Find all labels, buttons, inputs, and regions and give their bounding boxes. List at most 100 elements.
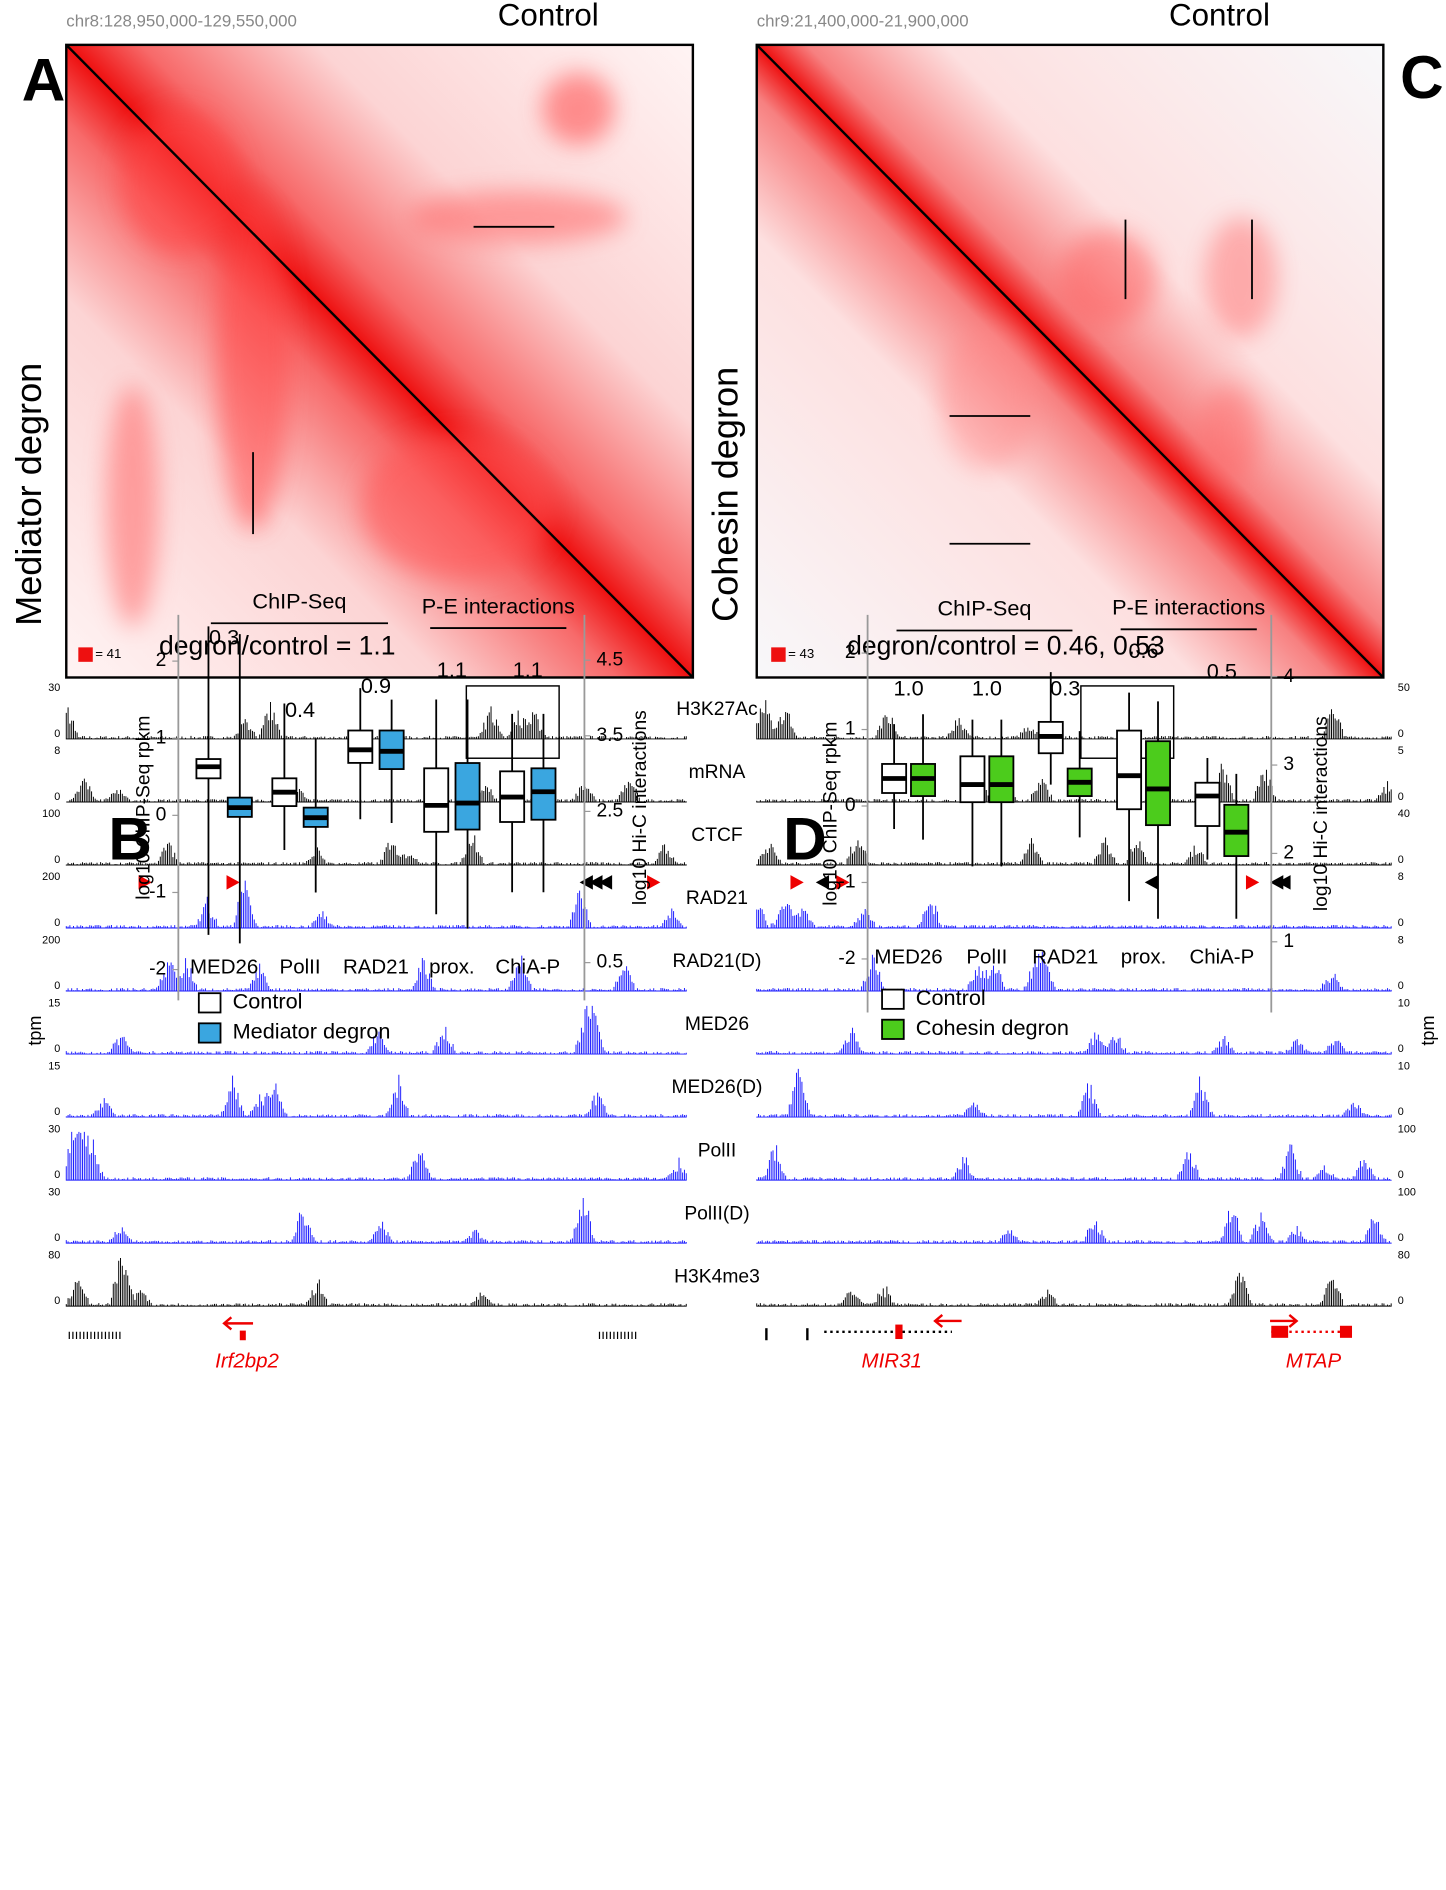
legend-label: Cohesin degron	[916, 1015, 1069, 1040]
track-name: MED26	[685, 1014, 749, 1035]
x-tick-label: RAD21	[343, 955, 409, 978]
track-tick: 0	[54, 728, 60, 740]
y-tick-label: 2	[156, 650, 167, 671]
track-tick: 0	[1398, 854, 1404, 866]
track-tick: 30	[48, 1123, 60, 1135]
track-tick: 10	[1398, 1060, 1410, 1072]
ratio-label: degron/control = 0.46, 0.53	[847, 630, 1164, 660]
group-label: ChIP-Seq	[252, 589, 346, 614]
track-tick: 0	[54, 1169, 60, 1181]
track-tick: 0	[1398, 791, 1404, 803]
legend-label: Control	[233, 989, 303, 1014]
track-signal	[756, 904, 1392, 929]
track-tick: 0	[54, 1043, 60, 1055]
track-tick: 0	[1398, 1295, 1404, 1307]
box	[347, 729, 374, 764]
y-axis-title: log10 ChIP-Seq rpkm	[821, 722, 842, 906]
track-signal	[65, 1074, 687, 1118]
track-signal	[756, 1144, 1392, 1181]
x-tick-label: MED26	[874, 946, 942, 969]
track-tick: 8	[1398, 871, 1404, 883]
x-tick-label: prox.	[429, 955, 475, 978]
track-signal	[66, 778, 687, 803]
condition-label: Control	[498, 0, 599, 32]
track-tick: 100	[42, 808, 60, 820]
y2-tick-label: 2	[1283, 843, 1294, 864]
track-tick: 0	[54, 1106, 60, 1118]
track-signal	[756, 951, 1392, 992]
track-tick: 0	[1398, 1043, 1404, 1055]
track-tick: 80	[1398, 1249, 1410, 1261]
track-tick: 0	[54, 1232, 60, 1244]
track-tick: 200	[42, 871, 60, 883]
track-tick: 50	[1398, 682, 1410, 694]
annotation: 0.3	[209, 625, 239, 650]
y2-tick-label: 3.5	[596, 725, 623, 746]
track-name: RAD21(D)	[673, 951, 762, 972]
track-tick: 200	[42, 934, 60, 946]
track-decor	[68, 685, 1354, 1341]
track-tick: 80	[48, 1249, 60, 1261]
heatmap-a	[65, 43, 695, 679]
group-label: P-E interactions	[422, 593, 575, 618]
track-tick: 0	[1398, 1106, 1404, 1118]
region-label: chr9:21,400,000-21,900,000	[757, 11, 969, 30]
heatmap-c	[755, 43, 1385, 679]
annotation: 0.6	[1128, 638, 1158, 663]
track-signal	[65, 701, 687, 740]
annotation: 0.9	[361, 673, 391, 698]
x-tick-label: MED26	[190, 955, 258, 978]
box	[959, 755, 986, 804]
y-tick-label: 1	[156, 727, 167, 748]
x-tick-label: ChiA-P	[495, 955, 560, 978]
track-signal	[756, 763, 1392, 803]
gene-label: Irf2bp2	[215, 1349, 279, 1372]
track-name: PolII(D)	[684, 1203, 749, 1224]
annotation: 1.1	[437, 657, 467, 682]
track-tick: 0	[1398, 1169, 1404, 1181]
track-unit: tpm	[25, 1015, 45, 1045]
track-tick: 40	[1398, 808, 1410, 820]
track-tick: 30	[48, 1186, 60, 1198]
y2-axis-title: log10 Hi-C interactions	[630, 710, 651, 905]
track-name: RAD21	[686, 888, 748, 909]
track-tick: 0	[54, 980, 60, 992]
side-label: Mediator degron	[8, 363, 49, 626]
track-signal	[65, 1005, 687, 1055]
legend-label: Control	[916, 985, 986, 1010]
y-tick-label: -1	[838, 872, 855, 893]
gene-label: MIR31	[862, 1349, 922, 1372]
scale-label: = 41	[95, 646, 121, 661]
legend-swatch	[881, 988, 905, 1010]
region-label: chr8:128,950,000-129,550,000	[66, 11, 297, 30]
legend-swatch	[881, 1018, 905, 1040]
y2-tick-label: 3	[1283, 754, 1294, 775]
y2-axis-title: log10 Hi-C interactions	[1311, 716, 1332, 911]
x-tick-label: ChiA-P	[1189, 946, 1254, 969]
track-tick: 0	[1398, 1232, 1404, 1244]
track-signal	[756, 1068, 1392, 1118]
side-label: Cohesin degron	[704, 367, 745, 622]
y2-tick-label: 4	[1283, 666, 1294, 687]
track-signal	[65, 1257, 687, 1307]
legend-swatch	[197, 992, 222, 1014]
y-axis-title: log10 ChIP-Seq rpkm	[134, 716, 155, 900]
y-tick-label: -2	[838, 948, 855, 969]
track-tick: 0	[1398, 917, 1404, 929]
track-tick: 30	[48, 682, 60, 694]
track-tick: 8	[54, 745, 60, 757]
track-tick: 10	[1398, 997, 1410, 1009]
panel-letter: B	[108, 805, 152, 873]
y2-tick-label: 4.5	[596, 649, 623, 670]
track-signal	[756, 1027, 1392, 1055]
y-tick-label: -1	[149, 882, 166, 903]
track-tick: 0	[1398, 728, 1404, 740]
gene-label: MTAP	[1286, 1349, 1342, 1372]
track-tick: 0	[54, 854, 60, 866]
track-tick: 0	[1398, 980, 1404, 992]
box	[1194, 781, 1221, 827]
panel-letter: A	[22, 46, 66, 114]
annotation: 0.5	[1207, 658, 1237, 683]
track-tick: 15	[48, 1060, 60, 1072]
box	[1116, 729, 1143, 811]
